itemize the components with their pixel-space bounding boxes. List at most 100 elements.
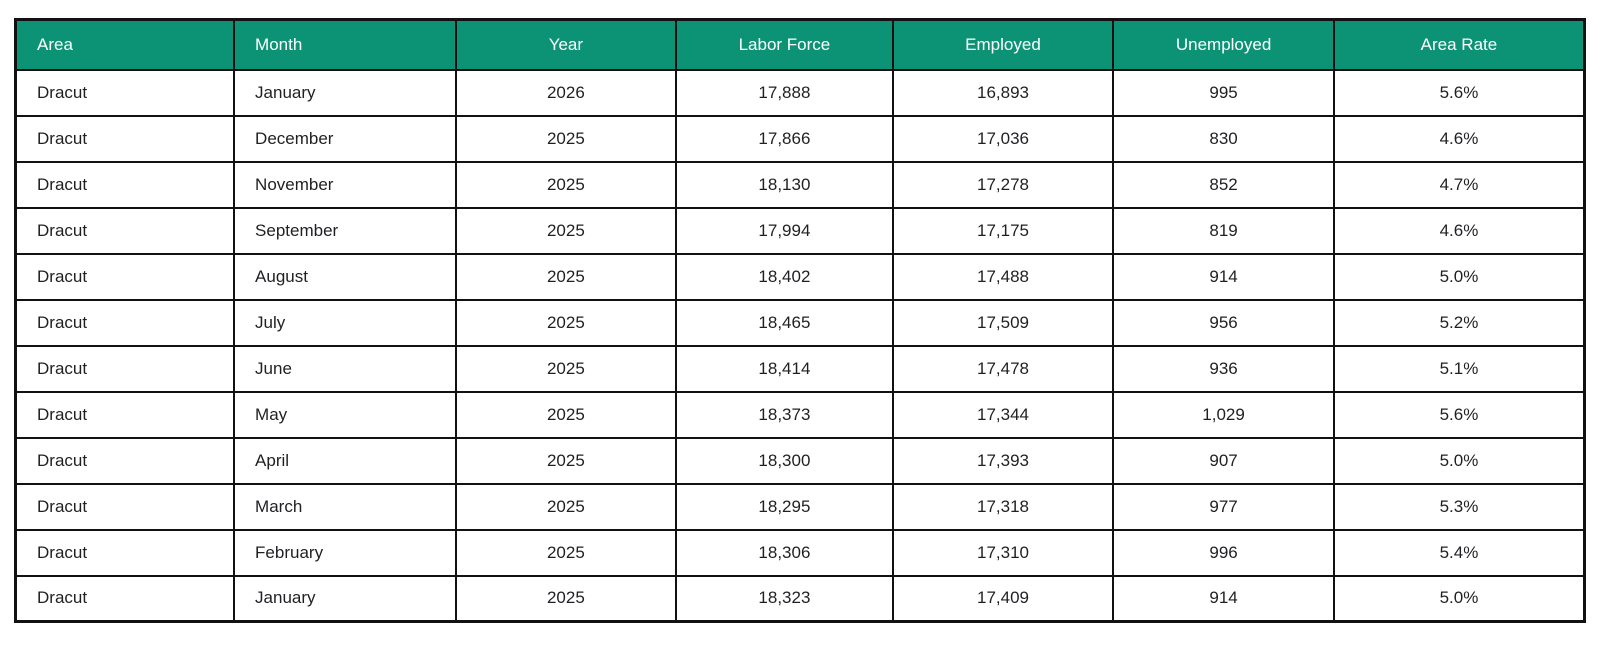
table-row: Dracut May 2025 18,373 17,344 1,029 5.6% xyxy=(14,390,1586,439)
cell-area: Dracut xyxy=(14,482,236,531)
cell-month: March xyxy=(233,482,457,531)
cell-month: June xyxy=(233,344,457,393)
cell-area: Dracut xyxy=(14,574,236,623)
cell-area-rate: 5.0% xyxy=(1332,436,1586,485)
cell-employed: 17,488 xyxy=(891,252,1115,301)
cell-year: 2025 xyxy=(454,114,678,163)
cell-month: July xyxy=(233,298,457,347)
cell-year: 2025 xyxy=(454,390,678,439)
cell-unemployed: 907 xyxy=(1112,436,1335,485)
cell-area: Dracut xyxy=(14,206,236,255)
cell-area: Dracut xyxy=(14,298,236,347)
table-row: Dracut February 2025 18,306 17,310 996 5.4% xyxy=(14,528,1586,577)
cell-employed: 17,175 xyxy=(891,206,1115,255)
table-row: Dracut March 2025 18,295 17,318 977 5.3% xyxy=(14,482,1586,531)
cell-area: Dracut xyxy=(14,390,236,439)
cell-area: Dracut xyxy=(14,528,236,577)
labor-statistics-table: Area Month Year Labor Force Employed Unemploy… xyxy=(14,18,1586,623)
cell-month: December xyxy=(233,114,457,163)
cell-employed: 17,318 xyxy=(891,482,1115,531)
cell-area-rate: 5.6% xyxy=(1332,68,1586,117)
cell-employed: 17,478 xyxy=(891,344,1115,393)
cell-unemployed: 956 xyxy=(1112,298,1335,347)
cell-labor-force: 18,414 xyxy=(675,344,894,393)
cell-employed: 17,278 xyxy=(891,160,1115,209)
cell-employed: 17,344 xyxy=(891,390,1115,439)
cell-unemployed: 995 xyxy=(1112,68,1335,117)
cell-area-rate: 5.1% xyxy=(1332,344,1586,393)
column-header-labor-force: Labor Force xyxy=(675,18,894,71)
table-row: Dracut June 2025 18,414 17,478 936 5.1% xyxy=(14,344,1586,393)
cell-unemployed: 977 xyxy=(1112,482,1335,531)
cell-month: May xyxy=(233,390,457,439)
header-row: Area Month Year Labor Force Employed Unemploy… xyxy=(14,18,1586,71)
cell-area: Dracut xyxy=(14,68,236,117)
column-header-unemployed: Unemployed xyxy=(1112,18,1335,71)
cell-area: Dracut xyxy=(14,160,236,209)
table-row: Dracut September 2025 17,994 17,175 819 4.6% xyxy=(14,206,1586,255)
cell-area-rate: 5.3% xyxy=(1332,482,1586,531)
cell-year: 2025 xyxy=(454,252,678,301)
column-header-area: Area xyxy=(14,18,236,71)
cell-month: February xyxy=(233,528,457,577)
cell-year: 2025 xyxy=(454,160,678,209)
column-header-month: Month xyxy=(233,18,457,71)
cell-labor-force: 17,994 xyxy=(675,206,894,255)
cell-unemployed: 914 xyxy=(1112,574,1335,623)
cell-unemployed: 819 xyxy=(1112,206,1335,255)
cell-year: 2026 xyxy=(454,68,678,117)
cell-area-rate: 5.6% xyxy=(1332,390,1586,439)
cell-area-rate: 5.0% xyxy=(1332,574,1586,623)
cell-labor-force: 18,402 xyxy=(675,252,894,301)
table-body: Dracut January 2026 17,888 16,893 995 5.6% Drac… xyxy=(14,68,1586,623)
cell-employed: 17,409 xyxy=(891,574,1115,623)
column-header-employed: Employed xyxy=(891,18,1115,71)
cell-month: April xyxy=(233,436,457,485)
cell-unemployed: 830 xyxy=(1112,114,1335,163)
cell-area: Dracut xyxy=(14,114,236,163)
cell-labor-force: 18,465 xyxy=(675,298,894,347)
cell-labor-force: 18,295 xyxy=(675,482,894,531)
cell-month: September xyxy=(233,206,457,255)
cell-employed: 17,509 xyxy=(891,298,1115,347)
cell-area: Dracut xyxy=(14,252,236,301)
cell-month: November xyxy=(233,160,457,209)
cell-labor-force: 18,323 xyxy=(675,574,894,623)
cell-area-rate: 4.7% xyxy=(1332,160,1586,209)
cell-area: Dracut xyxy=(14,436,236,485)
cell-year: 2025 xyxy=(454,206,678,255)
cell-unemployed: 936 xyxy=(1112,344,1335,393)
column-header-area-rate: Area Rate xyxy=(1332,18,1586,71)
cell-employed: 17,393 xyxy=(891,436,1115,485)
column-header-year: Year xyxy=(454,18,678,71)
cell-year: 2025 xyxy=(454,298,678,347)
cell-labor-force: 18,306 xyxy=(675,528,894,577)
cell-unemployed: 996 xyxy=(1112,528,1335,577)
cell-year: 2025 xyxy=(454,528,678,577)
cell-month: August xyxy=(233,252,457,301)
cell-month: January xyxy=(233,574,457,623)
cell-employed: 17,036 xyxy=(891,114,1115,163)
cell-area-rate: 4.6% xyxy=(1332,206,1586,255)
cell-year: 2025 xyxy=(454,574,678,623)
labor-statistics-table-container: Area Month Year Labor Force Employed Unemploy… xyxy=(14,18,1586,623)
cell-year: 2025 xyxy=(454,344,678,393)
cell-area: Dracut xyxy=(14,344,236,393)
table-header: Area Month Year Labor Force Employed Unemploy… xyxy=(14,18,1586,71)
cell-unemployed: 914 xyxy=(1112,252,1335,301)
cell-employed: 17,310 xyxy=(891,528,1115,577)
cell-month: January xyxy=(233,68,457,117)
cell-labor-force: 18,373 xyxy=(675,390,894,439)
cell-unemployed: 1,029 xyxy=(1112,390,1335,439)
table-row: Dracut April 2025 18,300 17,393 907 5.0% xyxy=(14,436,1586,485)
cell-year: 2025 xyxy=(454,482,678,531)
table-row: Dracut November 2025 18,130 17,278 852 4.7% xyxy=(14,160,1586,209)
cell-area-rate: 5.0% xyxy=(1332,252,1586,301)
table-row: Dracut July 2025 18,465 17,509 956 5.2% xyxy=(14,298,1586,347)
cell-labor-force: 18,300 xyxy=(675,436,894,485)
cell-labor-force: 17,888 xyxy=(675,68,894,117)
table-row: Dracut January 2025 18,323 17,409 914 5.0% xyxy=(14,574,1586,623)
cell-unemployed: 852 xyxy=(1112,160,1335,209)
table-row: Dracut January 2026 17,888 16,893 995 5.6% xyxy=(14,68,1586,117)
cell-area-rate: 5.4% xyxy=(1332,528,1586,577)
